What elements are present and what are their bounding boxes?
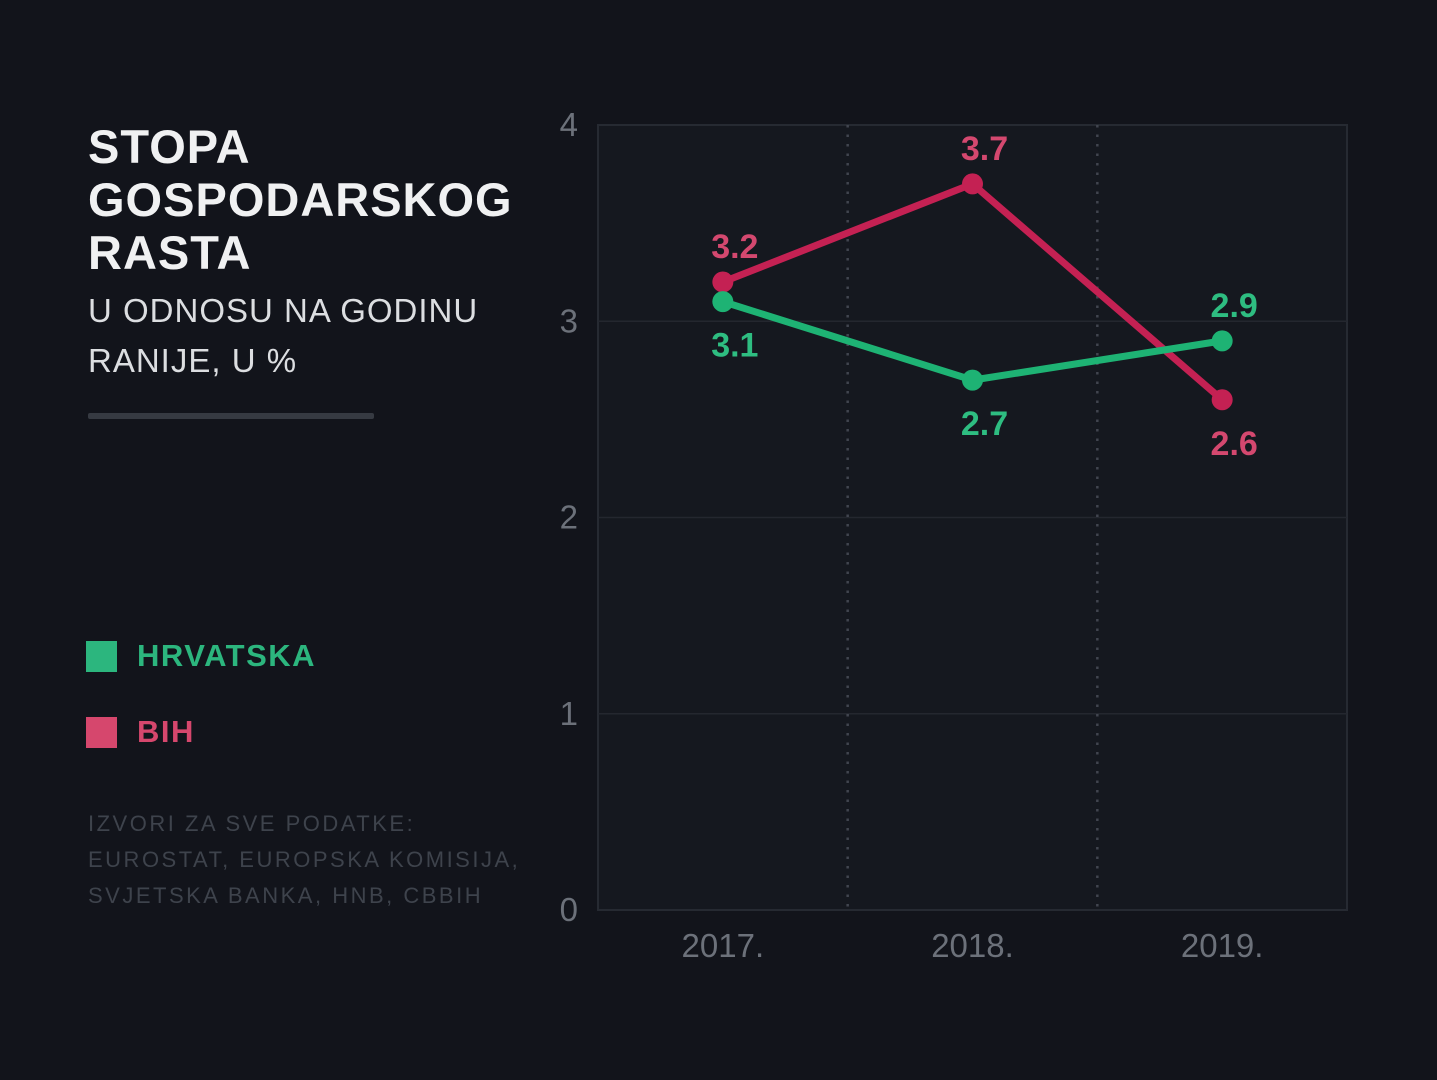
page-title: STOPA GOSPODARSKOG RASTA (88, 120, 513, 279)
x-tick-label: 2018. (931, 927, 1014, 964)
x-tick-label: 2017. (682, 927, 765, 964)
page-subtitle: U ODNOSU NA GODINU RANIJE, U % (88, 292, 479, 379)
point-label-bih: 3.2 (711, 228, 758, 266)
y-tick-label: 2 (560, 499, 578, 536)
point-label-hrvatska: 3.1 (711, 327, 758, 365)
data-point-hrvatska (1211, 330, 1233, 352)
data-point-bih (962, 173, 983, 195)
y-tick-label: 0 (560, 891, 578, 928)
divider (88, 413, 374, 419)
point-label-bih: 3.7 (961, 130, 1008, 168)
legend-swatch-hrvatska (86, 640, 117, 672)
x-tick-label: 2019. (1181, 927, 1264, 964)
legend-label-hrvatska: HRVATSKA (137, 638, 317, 673)
y-tick-label: 1 (560, 695, 578, 732)
data-point-bih (1211, 389, 1233, 411)
point-label-hrvatska: 2.9 (1211, 287, 1258, 325)
legend-label-bih: BIH (137, 714, 195, 749)
sources-note: IZVORI ZA SVE PODATKE: EUROSTAT, EUROPSK… (88, 811, 521, 908)
legend-item-hrvatska: HRVATSKA (86, 638, 316, 674)
point-label-hrvatska: 2.7 (961, 405, 1008, 443)
point-label-bih: 2.6 (1211, 425, 1258, 463)
data-point-hrvatska (712, 291, 734, 313)
legend-item-bih: BIH (86, 714, 316, 750)
y-tick-label: 3 (560, 302, 578, 339)
y-tick-label: 4 (560, 106, 578, 143)
data-point-bih (712, 271, 734, 293)
data-point-hrvatska (962, 369, 983, 391)
legend-swatch-bih (86, 716, 117, 748)
legend: HRVATSKA BIH (86, 638, 316, 750)
